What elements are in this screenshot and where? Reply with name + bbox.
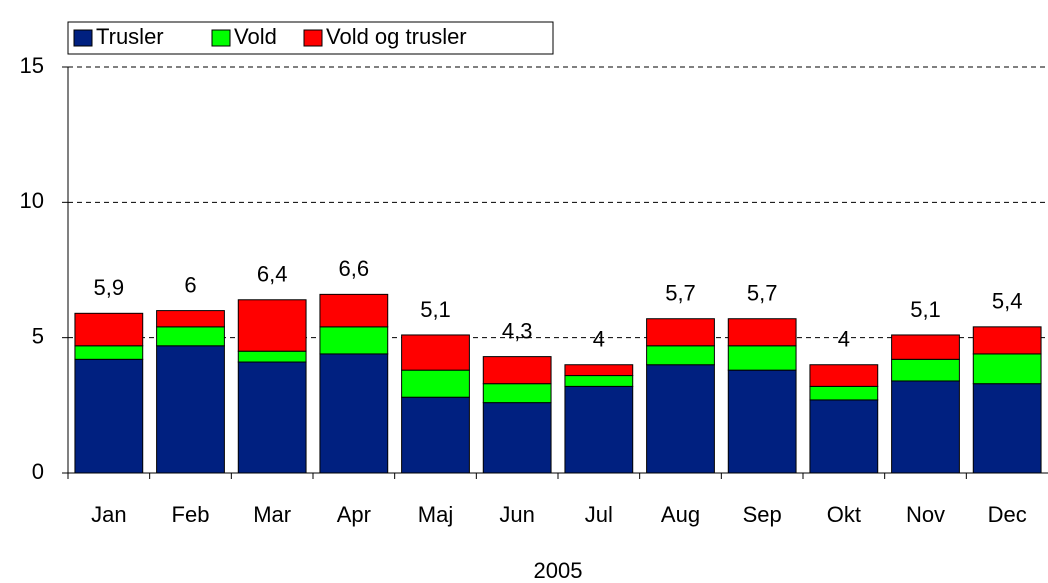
bar-segment [972,326,1042,355]
total-label: 5,7 [665,281,696,306]
x-tick-label: Sep [743,502,782,527]
x-tick-label: Nov [906,502,945,527]
total-label: 5,4 [992,289,1023,314]
x-axis-label: 2005 [534,558,583,583]
bar-segment [74,358,144,474]
total-label: 4 [593,327,605,352]
bar-segment [727,345,797,371]
total-label: 6,4 [257,262,288,287]
legend-swatch [303,29,323,47]
y-tick-label: 5 [32,323,44,348]
x-tick-label: Dec [988,502,1027,527]
y-tick-label: 0 [32,459,44,484]
bar-segment [156,326,225,347]
x-tick-label: Apr [337,502,371,527]
x-tick-label: Okt [827,502,861,527]
bar-segment [237,350,307,363]
bar-segment [972,383,1042,474]
bar-segment [727,369,797,474]
bar-segment [482,383,552,404]
x-tick-label: Feb [172,502,210,527]
bar-segment [646,345,715,366]
bar-segment [482,356,552,385]
x-tick-label: Jan [91,502,126,527]
bar-segment [156,345,225,474]
legend-swatch [211,29,231,47]
bar-segment [319,353,389,474]
x-tick-label: Maj [418,502,453,527]
bar-segment [156,310,225,328]
bar-segment [237,299,307,352]
legend-label: Trusler [96,24,164,49]
legend-label: Vold og trusler [326,24,467,49]
bar-segment [74,345,144,360]
bar-segment [401,396,470,474]
bar-segment [972,353,1042,385]
bar-segment [646,318,715,347]
bar-segment [237,361,307,474]
total-label: 5,7 [747,281,778,306]
x-tick-label: Aug [661,502,700,527]
bar-segment [646,364,715,474]
bar-segment [401,334,470,371]
legend-swatch [73,29,93,47]
total-label: 6 [184,272,196,297]
total-label: 6,6 [339,256,370,281]
x-tick-label: Jun [499,502,534,527]
bar-segment [891,380,960,474]
bar-segment [319,326,389,355]
x-tick-label: Mar [253,502,291,527]
bar-segment [401,369,470,398]
bar-segment [891,358,960,382]
bar-segment [809,399,879,474]
bar-segment [74,312,144,347]
bar-segment [809,364,879,387]
total-label: 4 [838,327,850,352]
bar-segment [891,334,960,360]
bar-segment [564,375,634,387]
total-label: 5,1 [910,297,941,322]
bar-segment [809,385,879,401]
total-label: 5,9 [94,275,125,300]
bar-segment [319,293,389,328]
y-tick-label: 15 [20,53,44,78]
bar-segment [482,402,552,474]
legend-label: Vold [234,24,277,49]
bar-segment [564,385,634,474]
y-tick-label: 10 [20,188,44,213]
bar-segment [727,318,797,347]
bar-segment [564,364,634,377]
total-label: 5,1 [420,297,451,322]
x-tick-label: Jul [585,502,613,527]
total-label: 4,3 [502,318,533,343]
